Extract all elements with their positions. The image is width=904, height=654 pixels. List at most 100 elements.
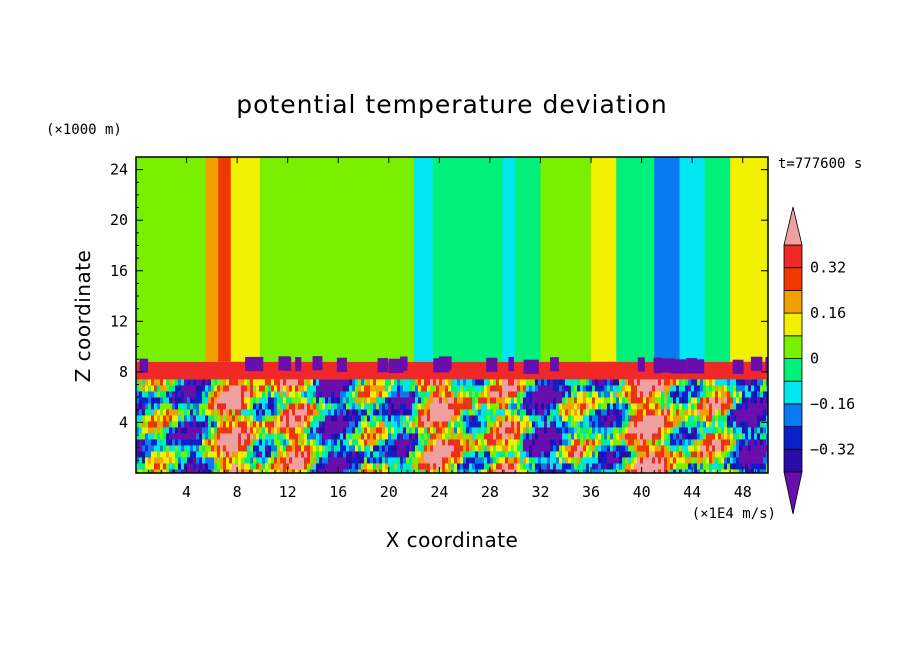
turbulence-cell xyxy=(610,427,613,434)
turbulence-cell xyxy=(484,415,487,422)
turbulence-cell xyxy=(331,445,334,452)
turbulence-cell xyxy=(181,391,184,398)
turbulence-cell xyxy=(523,457,526,464)
turbulence-cell xyxy=(490,457,493,464)
turbulence-cell xyxy=(532,391,535,398)
turbulence-cell xyxy=(373,463,376,470)
turbulence-cell xyxy=(634,469,637,473)
turbulence-cell xyxy=(409,403,412,410)
turbulence-cell xyxy=(217,403,220,410)
turbulence-cell xyxy=(397,391,400,398)
turbulence-cell xyxy=(460,463,463,470)
turbulence-cell xyxy=(274,451,277,458)
turbulence-cell xyxy=(481,409,484,416)
turbulence-cell xyxy=(145,385,148,392)
turbulence-cell xyxy=(364,415,367,422)
turbulence-cell xyxy=(376,421,379,428)
turbulence-cell xyxy=(265,415,268,422)
turbulence-cell xyxy=(448,409,451,416)
turbulence-cell xyxy=(670,427,673,434)
turbulence-cell xyxy=(325,409,328,416)
turbulence-cell xyxy=(385,439,388,446)
turbulence-cell xyxy=(721,469,724,473)
turbulence-cell xyxy=(457,391,460,398)
turbulence-cell xyxy=(745,415,748,422)
turbulence-cell xyxy=(427,421,430,428)
turbulence-cell xyxy=(331,379,334,386)
turbulence-cell xyxy=(487,403,490,410)
turbulence-cell xyxy=(607,379,610,386)
turbulence-cell xyxy=(484,439,487,446)
turbulence-cell xyxy=(655,385,658,392)
turbulence-cell xyxy=(166,409,169,416)
turbulence-cell xyxy=(424,403,427,410)
turbulence-cell xyxy=(679,421,682,428)
turbulence-cell xyxy=(631,451,634,458)
turbulence-cell xyxy=(604,385,607,392)
turbulence-cell xyxy=(391,403,394,410)
turbulence-cell xyxy=(160,427,163,434)
turbulence-cell xyxy=(238,433,241,440)
turbulence-cell xyxy=(535,469,538,473)
turbulence-cell xyxy=(493,397,496,404)
turbulence-cell xyxy=(139,463,142,470)
turbulence-cell xyxy=(571,457,574,464)
turbulence-cell xyxy=(397,457,400,464)
turbulence-cell xyxy=(562,463,565,470)
turbulence-cell xyxy=(280,463,283,470)
turbulence-cell xyxy=(178,433,181,440)
turbulence-cell xyxy=(361,457,364,464)
turbulence-cell xyxy=(763,445,766,452)
turbulence-cell xyxy=(532,379,535,386)
turbulence-cell xyxy=(358,421,361,428)
turbulence-cell xyxy=(298,445,301,452)
turbulence-cell xyxy=(265,397,268,404)
turbulence-cell xyxy=(250,391,253,398)
turbulence-cell xyxy=(496,397,499,404)
turbulence-cell xyxy=(481,421,484,428)
turbulence-cell xyxy=(550,439,553,446)
turbulence-cell xyxy=(676,403,679,410)
turbulence-cell xyxy=(673,457,676,464)
turbulence-cell xyxy=(517,421,520,428)
turbulence-cell xyxy=(250,433,253,440)
turbulence-cell xyxy=(265,463,268,470)
turbulence-cell xyxy=(745,463,748,470)
turbulence-cell xyxy=(688,379,691,386)
turbulence-cell xyxy=(484,445,487,452)
turbulence-cell xyxy=(325,451,328,458)
turbulence-cell xyxy=(271,451,274,458)
turbulence-cell xyxy=(319,457,322,464)
turbulence-cell xyxy=(430,433,433,440)
turbulence-cell xyxy=(751,391,754,398)
turbulence-cell xyxy=(679,403,682,410)
turbulence-cell xyxy=(688,397,691,404)
turbulence-cell xyxy=(439,445,442,452)
turbulence-cell xyxy=(700,457,703,464)
turbulence-cell xyxy=(382,403,385,410)
turbulence-cell xyxy=(307,439,310,446)
turbulence-cell xyxy=(340,439,343,446)
turbulence-cell xyxy=(187,463,190,470)
turbulence-cell xyxy=(745,379,748,386)
turbulence-cell xyxy=(631,409,634,416)
turbulence-cell xyxy=(535,379,538,386)
turbulence-cell xyxy=(253,397,256,404)
turbulence-cell xyxy=(706,451,709,458)
turbulence-cell xyxy=(745,397,748,404)
inversion-layer xyxy=(136,356,768,380)
turbulence-cell xyxy=(337,379,340,386)
turbulence-cell xyxy=(460,397,463,404)
turbulence-cell xyxy=(595,427,598,434)
turbulence-cell xyxy=(295,433,298,440)
turbulence-cell xyxy=(637,415,640,422)
turbulence-cell xyxy=(175,463,178,470)
turbulence-cell xyxy=(667,457,670,464)
turbulence-cell xyxy=(565,415,568,422)
turbulence-cell xyxy=(484,469,487,473)
turbulence-cell xyxy=(256,409,259,416)
turbulence-cell xyxy=(748,391,751,398)
turbulence-cell xyxy=(634,421,637,428)
turbulence-cell xyxy=(166,391,169,398)
turbulence-cell xyxy=(760,415,763,422)
